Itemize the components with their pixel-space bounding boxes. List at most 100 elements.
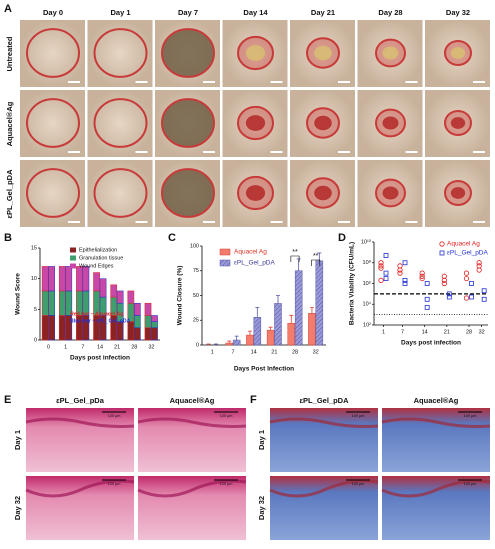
tissue-edge — [137, 417, 247, 428]
wound — [26, 28, 80, 78]
error-bar — [268, 326, 273, 331]
wound-core — [314, 185, 332, 201]
y-tick-label: 10¹⁰ — [361, 238, 372, 245]
x-tick-label: 32 — [479, 329, 485, 335]
x-tick-label: 28 — [466, 329, 472, 335]
point — [419, 273, 425, 279]
point — [378, 260, 384, 266]
row-header: Aquacel®Ag — [5, 101, 14, 146]
bar-segment — [144, 327, 152, 341]
x-tick-label: 14 — [251, 349, 257, 355]
y-tick-label: 10⁶ — [363, 280, 371, 287]
legend-label: Wound Edges — [79, 263, 114, 269]
scale-bar — [405, 221, 418, 223]
x-tick-label: 14 — [97, 344, 103, 350]
annotation: ** — [313, 253, 319, 260]
x-axis-label: Days post infection — [70, 355, 130, 362]
error-bar — [247, 330, 252, 336]
histology-image — [382, 476, 490, 540]
scale-bar — [135, 221, 148, 223]
point — [441, 280, 447, 287]
error-bar — [255, 306, 260, 318]
legend-label: Aquacel Ag — [234, 249, 267, 256]
column-header: Aquacel®Ag — [414, 396, 459, 405]
bar-segment — [116, 290, 124, 304]
wound — [161, 168, 215, 218]
bar-segment — [151, 327, 158, 341]
y-tick-label: 10 — [31, 276, 37, 282]
scale-bar — [473, 221, 485, 223]
x-tick-label: 32 — [313, 349, 319, 355]
scale-bar — [473, 81, 485, 83]
photo — [20, 90, 85, 157]
scale-bar — [68, 221, 80, 223]
photo — [87, 90, 153, 157]
x-tick-label: 14 — [422, 329, 428, 335]
point — [378, 265, 384, 271]
wound — [26, 98, 80, 148]
wound-core — [245, 115, 266, 131]
column-header: Day 14 — [243, 8, 268, 17]
x-tick-label: 21 — [114, 344, 120, 350]
bar-segment — [82, 266, 90, 292]
bar — [232, 339, 241, 346]
row-header: Day 32 — [13, 496, 22, 520]
scale-bar — [203, 221, 215, 223]
row-header: Untreated — [5, 36, 14, 71]
tissue-edge — [269, 417, 379, 428]
y-tick-label: 10⁴ — [363, 301, 372, 308]
x-axis-label: Days Post Infection — [234, 366, 294, 373]
point — [446, 294, 452, 300]
point — [441, 277, 447, 283]
column-header: Day 7 — [178, 8, 198, 17]
bar-segment — [127, 290, 135, 304]
column-header: Day 0 — [43, 8, 63, 17]
wound-core — [314, 45, 332, 61]
y-axis-label: Bacteria Viability (CFU/mL) — [349, 242, 356, 325]
point — [481, 296, 487, 302]
bar-segment — [41, 290, 49, 316]
x-tick-label: 1 — [211, 349, 214, 355]
bar-segment — [48, 315, 55, 341]
row-header: Day 32 — [257, 496, 266, 520]
significance-bracket — [311, 259, 321, 266]
column-header: Day 1 — [110, 8, 130, 17]
bar-segment — [134, 315, 141, 328]
legend-label: εPL_Gel_pDA — [447, 250, 489, 257]
bar-segment — [65, 266, 73, 292]
error-bar — [309, 306, 314, 314]
y-tick-label: 10⁸ — [363, 259, 371, 266]
x-tick-label: 7 — [231, 349, 234, 355]
point — [463, 275, 470, 282]
legend-label: Aquacel Ag — [447, 241, 480, 248]
scale-bar-label: 100 μm — [220, 482, 233, 486]
bar — [287, 322, 296, 346]
wound-core — [382, 186, 399, 200]
wound — [161, 98, 215, 148]
y-tick-label: 0 — [196, 342, 199, 348]
x-tick-label: 7 — [401, 329, 404, 335]
x-tick-label: 21 — [271, 349, 277, 355]
x-tick-label: 1 — [382, 329, 385, 335]
error-bar — [296, 258, 301, 271]
wound — [93, 28, 148, 78]
scale-bar-label: 100 μm — [464, 482, 477, 486]
scale-bar — [270, 221, 283, 223]
point — [402, 281, 408, 286]
y-tick-label: 0 — [34, 337, 37, 343]
scale-bar — [405, 151, 418, 153]
row-header: εPL_Gel_pDA — [5, 169, 14, 219]
bar-segment — [144, 302, 152, 316]
tissue-edge — [381, 479, 491, 498]
bar — [266, 329, 275, 346]
point — [383, 270, 389, 276]
wound-core — [450, 117, 466, 129]
histology-image — [270, 476, 378, 540]
error-bar — [317, 252, 322, 261]
x-tick-label: 7 — [81, 344, 84, 350]
wound-core — [245, 185, 266, 201]
bar-segment — [93, 272, 100, 292]
bar-segment — [48, 290, 55, 316]
